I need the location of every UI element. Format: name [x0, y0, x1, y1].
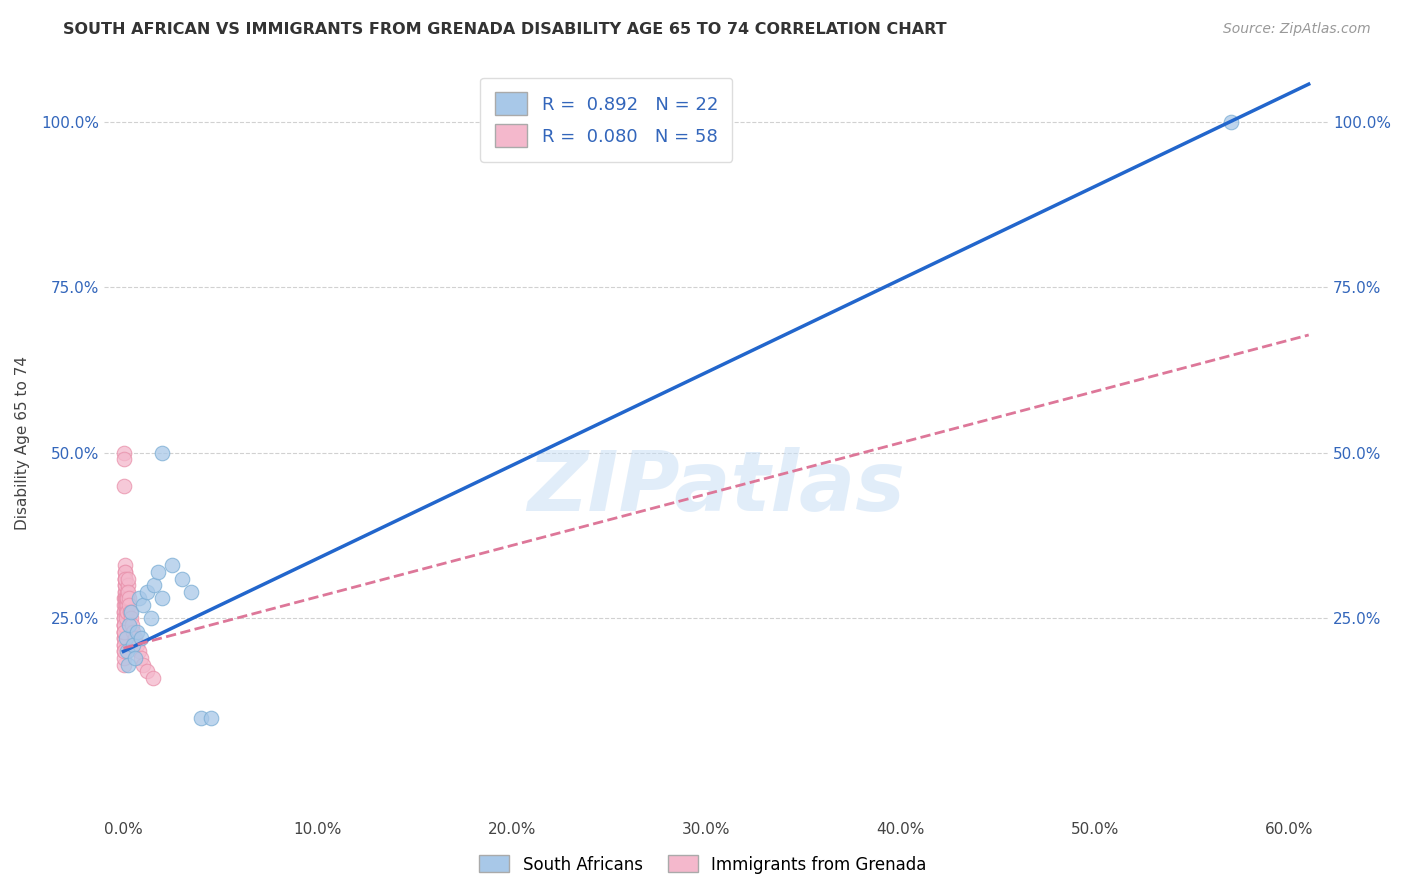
Point: [114, 598, 136, 612]
Point: [121, 618, 143, 632]
Point: [114, 572, 136, 586]
Point: [117, 578, 139, 592]
Point: [128, 644, 150, 658]
Point: [112, 452, 135, 467]
Point: [132, 598, 155, 612]
Point: [112, 591, 135, 606]
Point: [112, 479, 135, 493]
Point: [135, 584, 157, 599]
Point: [1220, 114, 1243, 128]
Point: [148, 565, 170, 579]
Point: [150, 446, 173, 460]
Point: [117, 584, 139, 599]
Point: [112, 644, 135, 658]
Point: [112, 624, 135, 639]
Point: [170, 572, 193, 586]
Text: Source: ZipAtlas.com: Source: ZipAtlas.com: [1223, 22, 1371, 37]
Point: [114, 584, 136, 599]
Point: [115, 591, 138, 606]
Legend: South Africans, Immigrants from Grenada: South Africans, Immigrants from Grenada: [471, 847, 935, 882]
Point: [114, 591, 136, 606]
Point: [114, 578, 136, 592]
Point: [122, 638, 145, 652]
Point: [135, 665, 157, 679]
Point: [118, 618, 141, 632]
Point: [129, 651, 152, 665]
Point: [160, 558, 183, 573]
Point: [118, 591, 141, 606]
Point: [112, 624, 135, 639]
Point: [112, 618, 135, 632]
Point: [200, 711, 222, 725]
Point: [120, 605, 142, 619]
Point: [132, 657, 155, 672]
Point: [114, 565, 136, 579]
Point: [112, 631, 135, 645]
Point: [180, 584, 202, 599]
Point: [124, 651, 146, 665]
Point: [117, 657, 139, 672]
Point: [114, 565, 136, 579]
Y-axis label: Disability Age 65 to 74: Disability Age 65 to 74: [15, 356, 30, 530]
Point: [112, 598, 135, 612]
Point: [129, 631, 152, 645]
Point: [117, 572, 139, 586]
Point: [128, 591, 150, 606]
Point: [139, 611, 162, 625]
Point: [112, 638, 135, 652]
Point: [115, 598, 138, 612]
Point: [117, 584, 139, 599]
Point: [112, 618, 135, 632]
Point: [112, 611, 135, 625]
Point: [112, 638, 135, 652]
Point: [114, 584, 136, 599]
Legend: R =  0.892   N = 22, R =  0.080   N = 58: R = 0.892 N = 22, R = 0.080 N = 58: [481, 78, 733, 161]
Point: [117, 644, 139, 658]
Point: [114, 572, 136, 586]
Point: [141, 671, 163, 685]
Text: ZIPatlas: ZIPatlas: [527, 447, 905, 528]
Point: [112, 605, 135, 619]
Point: [112, 651, 135, 665]
Point: [112, 611, 135, 625]
Point: [112, 657, 135, 672]
Point: [190, 711, 212, 725]
Point: [117, 591, 139, 606]
Point: [114, 591, 136, 606]
Point: [112, 605, 135, 619]
Point: [112, 624, 135, 639]
Point: [112, 644, 135, 658]
Point: [124, 631, 146, 645]
Point: [125, 624, 148, 639]
Point: [115, 605, 138, 619]
Point: [150, 591, 173, 606]
Point: [118, 598, 141, 612]
Text: SOUTH AFRICAN VS IMMIGRANTS FROM GRENADA DISABILITY AGE 65 TO 74 CORRELATION CHA: SOUTH AFRICAN VS IMMIGRANTS FROM GRENADA…: [63, 22, 946, 37]
Point: [112, 618, 135, 632]
Point: [114, 598, 136, 612]
Point: [115, 611, 138, 625]
Point: [143, 578, 166, 592]
Point: [114, 572, 136, 586]
Point: [112, 631, 135, 645]
Point: [114, 558, 136, 573]
Point: [125, 638, 148, 652]
Point: [114, 591, 136, 606]
Point: [115, 631, 138, 645]
Point: [114, 578, 136, 592]
Point: [120, 611, 142, 625]
Point: [120, 605, 142, 619]
Point: [112, 446, 135, 460]
Point: [115, 605, 138, 619]
Point: [122, 624, 145, 639]
